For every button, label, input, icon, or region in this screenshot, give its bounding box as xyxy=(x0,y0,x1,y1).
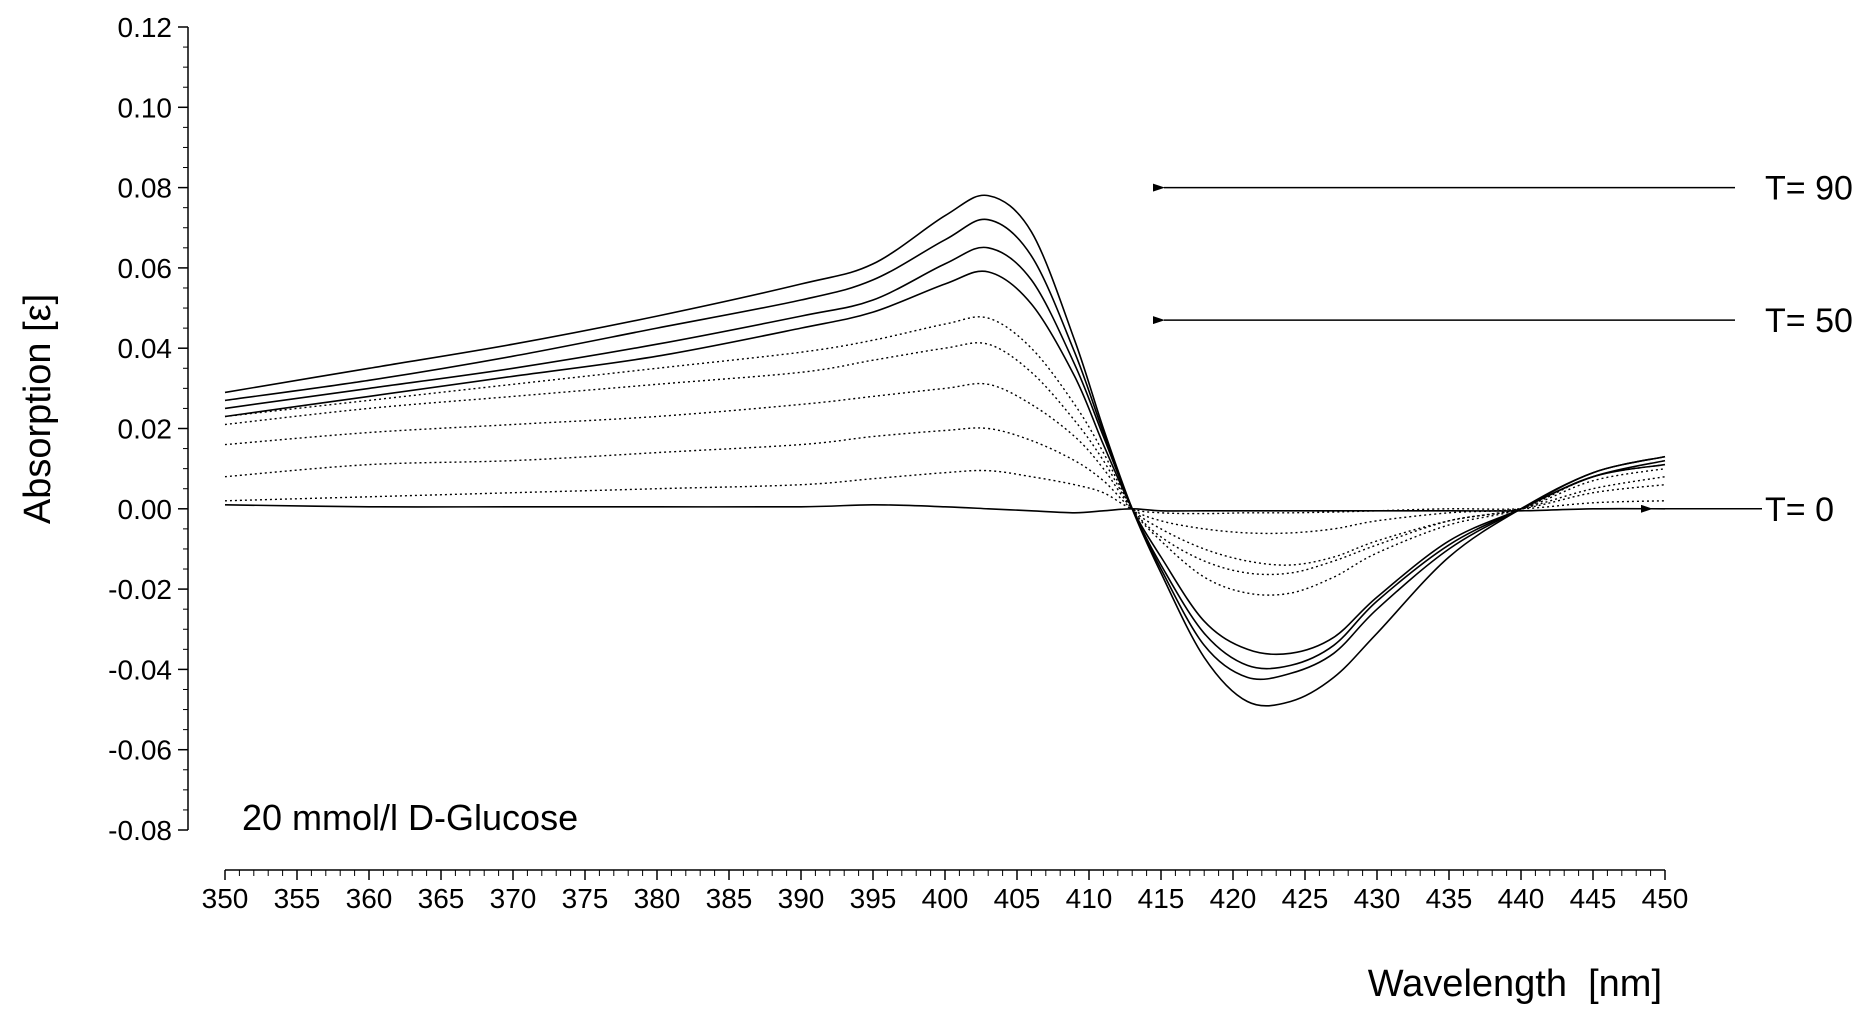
x-tick-label: 375 xyxy=(562,883,609,914)
x-axis-label: Wavelength [nm] xyxy=(1368,963,1662,1005)
series-layer xyxy=(224,194,1666,707)
series-line-1 xyxy=(224,503,1666,514)
t-labels: T= 90 T= 50 T= 0 xyxy=(1153,170,1853,529)
x-tick-label: 410 xyxy=(1066,883,1113,914)
curve-label: T= 0 xyxy=(1765,491,1834,529)
y-tick-label: 0.10 xyxy=(118,92,173,123)
x-tick-label: 350 xyxy=(202,883,249,914)
x-tick-label: 440 xyxy=(1498,883,1545,914)
y-tick-label: -0.02 xyxy=(108,574,172,605)
x-tick-label: 425 xyxy=(1282,883,1329,914)
y-tick-label: 0.02 xyxy=(118,414,173,445)
series-line-8 xyxy=(224,246,1666,670)
x-tick-label: 405 xyxy=(994,883,1041,914)
x-tick-label: 430 xyxy=(1354,883,1401,914)
x-tick-label: 420 xyxy=(1210,883,1257,914)
x-tick-label: 400 xyxy=(922,883,969,914)
x-tick-label: 365 xyxy=(418,883,465,914)
y-tick-label: -0.06 xyxy=(108,735,172,766)
x-axis: 350 355 360 365 370 375 380 385 390 395 400 405 410 4… xyxy=(202,869,1689,914)
y-axis-label: Absorption [ε] xyxy=(17,294,59,524)
x-tick-label: 355 xyxy=(274,883,321,914)
y-ticks: -0.08 -0.06 -0.04 -0.02 0.00 0.02 0.04 0.06 0.08… xyxy=(108,12,188,846)
series-line-7 xyxy=(224,270,1666,656)
y-axis: -0.08 -0.06 -0.04 -0.02 0.00 0.02 0.04 0.06 0.08… xyxy=(108,12,189,846)
series-line-6 xyxy=(224,316,1666,596)
curve-label: T= 50 xyxy=(1765,302,1853,340)
x-tick-label: 385 xyxy=(706,883,753,914)
series-line-10 xyxy=(224,194,1666,707)
x-tick-label: 395 xyxy=(850,883,897,914)
x-tick-label: 415 xyxy=(1138,883,1185,914)
annotation-label: 20 mmol/l D-Glucose xyxy=(242,797,578,838)
curve-label: T= 90 xyxy=(1765,170,1853,208)
y-tick-label: -0.08 xyxy=(108,815,172,846)
series-line-5 xyxy=(224,342,1666,576)
series-line-9 xyxy=(224,218,1666,681)
y-tick-label: 0.06 xyxy=(118,253,173,284)
x-tick-label: 390 xyxy=(778,883,825,914)
x-ticks: 350 355 360 365 370 375 380 385 390 395 400 405 410 4… xyxy=(202,870,1689,914)
y-tick-label: -0.04 xyxy=(108,654,172,685)
y-tick-label: 0.08 xyxy=(118,173,173,204)
series-line-3 xyxy=(224,427,1666,535)
series-line-2 xyxy=(224,469,1666,515)
x-tick-label: 370 xyxy=(490,883,537,914)
x-tick-label: 360 xyxy=(346,883,393,914)
x-tick-label: 380 xyxy=(634,883,681,914)
y-tick-label: 0.04 xyxy=(118,333,173,364)
x-tick-label: 450 xyxy=(1642,883,1689,914)
series-line-4 xyxy=(224,382,1666,566)
x-tick-label: 445 xyxy=(1570,883,1617,914)
x-tick-label: 435 xyxy=(1426,883,1473,914)
y-tick-label: 0.12 xyxy=(118,12,173,43)
y-tick-label: 0.00 xyxy=(118,494,173,525)
